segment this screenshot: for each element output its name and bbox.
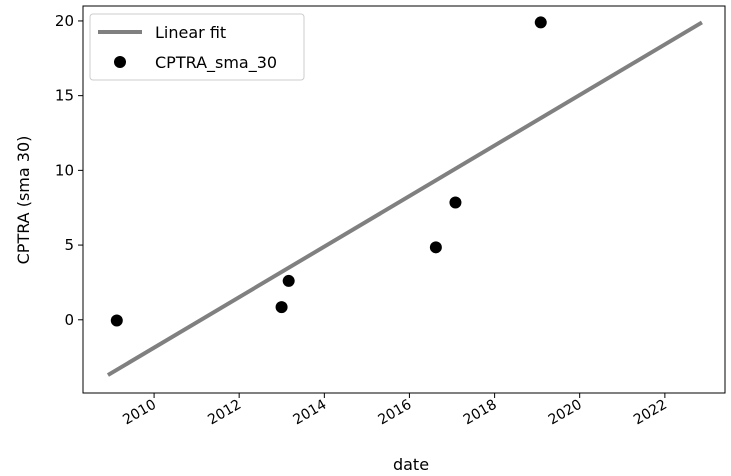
legend-marker-swatch — [114, 56, 126, 68]
y-tick-label: 5 — [64, 236, 74, 254]
data-point — [429, 241, 442, 254]
y-axis-ticks: 0 5 10 15 20 — [55, 12, 83, 329]
x-tick-label: 2022 — [631, 397, 670, 429]
x-tick-label: 2018 — [461, 397, 500, 429]
data-point — [534, 16, 547, 29]
fit-line-layer — [106, 20, 703, 377]
legend: Linear fit CPTRA_sma_30 — [89, 13, 305, 81]
legend-label-cptra-sma-30: CPTRA_sma_30 — [155, 53, 277, 73]
y-tick-label: 20 — [55, 12, 74, 30]
x-axis-label: date — [393, 455, 429, 474]
data-point — [449, 196, 462, 209]
data-point — [110, 314, 123, 327]
data-point — [282, 274, 295, 287]
y-tick-label: 0 — [64, 311, 74, 329]
y-axis-label: CPTRA (sma 30) — [14, 136, 33, 265]
x-tick-label: 2014 — [290, 397, 329, 429]
x-axis-ticks: 2010 2012 2014 2016 2018 2020 2022 — [120, 393, 670, 428]
plot-frame — [82, 5, 726, 394]
legend-box — [89, 13, 305, 81]
y-tick-label: 15 — [55, 87, 74, 105]
scatter-points-layer — [110, 16, 547, 327]
y-tick-label: 10 — [55, 161, 74, 179]
x-tick-label: 2020 — [546, 397, 585, 429]
legend-label-linear-fit: Linear fit — [155, 23, 226, 42]
data-point — [275, 301, 288, 314]
x-tick-label: 2012 — [205, 397, 244, 429]
linear-fit-line — [106, 20, 703, 377]
x-tick-label: 2010 — [120, 397, 159, 429]
x-tick-label: 2016 — [376, 397, 415, 429]
